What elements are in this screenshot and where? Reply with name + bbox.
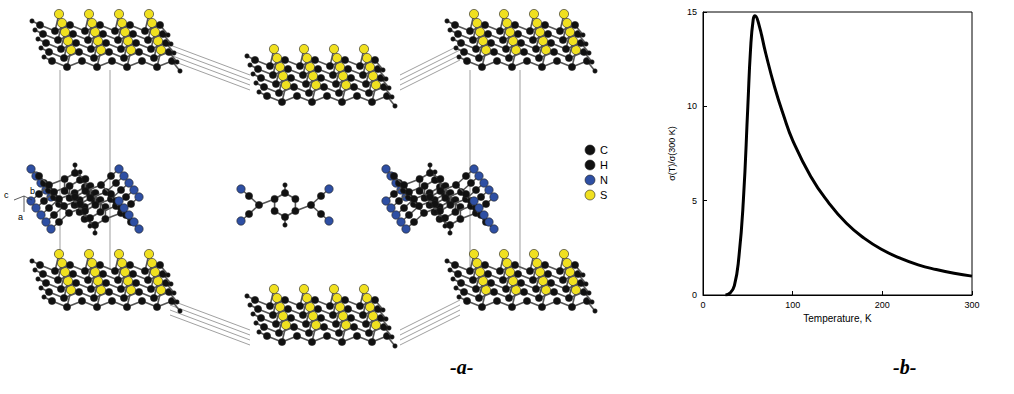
svg-text:H: H (600, 159, 608, 171)
svg-text:0: 0 (700, 300, 705, 310)
svg-text:σ(T)/σ(300 K): σ(T)/σ(300 K) (667, 126, 677, 181)
svg-text:C: C (600, 144, 608, 156)
html-text:-a-: -a- (450, 356, 474, 378)
svg-text:S: S (600, 189, 607, 201)
svg-text:300: 300 (964, 300, 979, 310)
svg-text:100: 100 (785, 300, 800, 310)
svg-text:Temperature, K: Temperature, K (803, 313, 872, 324)
svg-text:200: 200 (875, 300, 890, 310)
svg-text:0: 0 (692, 290, 697, 300)
svg-text:15: 15 (687, 7, 697, 17)
svg-text:N: N (600, 174, 608, 186)
svg-text:b: b (30, 186, 35, 196)
svg-text:10: 10 (687, 101, 697, 111)
svg-text:c: c (4, 190, 9, 200)
svg-text:5: 5 (692, 196, 697, 206)
html-text:-b-: -b- (893, 356, 917, 378)
svg-text:a: a (18, 212, 23, 222)
